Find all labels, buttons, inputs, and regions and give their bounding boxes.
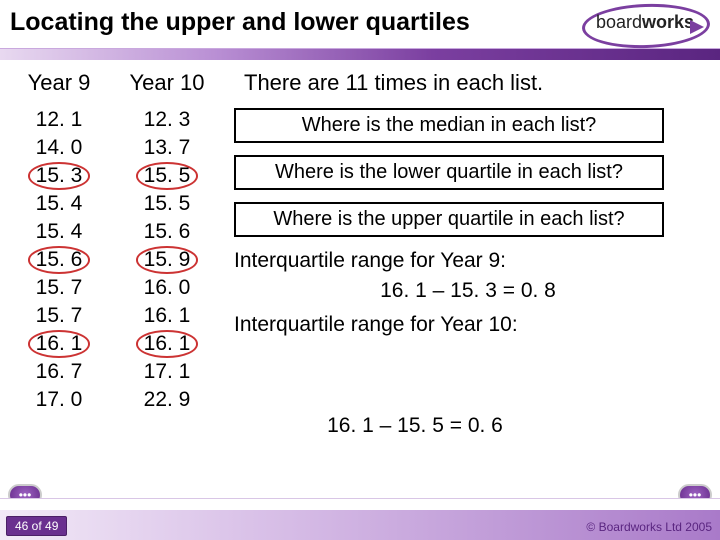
logo-arrow-icon [690,20,704,34]
header: Locating the upper and lower quartiles b… [0,0,720,58]
number-cell: 16. 0 [126,274,208,302]
iqr-year10-equation-wrap: 16. 1 – 15. 5 = 0. 6 [0,414,720,438]
col-head-year10: Year 10 [126,70,208,96]
slide-number: 46 of 49 [6,516,67,536]
columns-header-row: Year 9 Year 10 There are 11 times in eac… [18,70,702,96]
data-row: 12. 114. 015. 315. 415. 415. 615. 715. 7… [18,106,702,414]
number-cell: 12. 3 [126,106,208,134]
copyright: © Boardworks Ltd 2005 [586,520,712,534]
number-cell: 15. 7 [18,274,100,302]
number-cell: 16. 7 [18,358,100,386]
number-cell: 17. 1 [126,358,208,386]
iqr-year10-equation: 16. 1 – 15. 5 = 0. 6 [327,414,503,438]
ringed-value: 16. 1 [28,330,91,358]
ringed-value: 15. 9 [136,246,199,274]
number-cell: 12. 1 [18,106,100,134]
ringed-value: 15. 5 [136,162,199,190]
number-cell: 15. 4 [18,190,100,218]
ringed-value: 16. 1 [136,330,199,358]
logo-text: boardworks [596,12,694,33]
ringed-value: 15. 6 [28,246,91,274]
iqr-year9-equation: 16. 1 – 15. 3 = 0. 8 [234,279,702,303]
footer: 46 of 49 © Boardworks Ltd 2005 [0,498,720,540]
number-cell: 13. 7 [126,134,208,162]
number-cell: 14. 0 [18,134,100,162]
number-cell: 15. 7 [18,302,100,330]
number-cell: 15. 4 [18,218,100,246]
number-cell: 17. 0 [18,386,100,414]
number-cell: 15. 5 [126,190,208,218]
intro-text: There are 11 times in each list. [244,70,543,96]
right-column: Where is the median in each list? Where … [234,106,702,343]
question-box: Where is the upper quartile in each list… [234,202,664,237]
number-column-year9: 12. 114. 015. 315. 415. 415. 615. 715. 7… [18,106,100,414]
logo-text-plain: board [596,12,642,32]
number-cell: 15. 6 [18,246,100,274]
question-box: Where is the lower quartile in each list… [234,155,664,190]
number-cell: 15. 3 [18,162,100,190]
number-cell: 22. 9 [126,386,208,414]
number-cell: 15. 9 [126,246,208,274]
logo: boardworks [582,2,712,52]
iqr-year10-label: Interquartile range for Year 10: [234,313,702,337]
number-cell: 16. 1 [126,302,208,330]
number-column-year10: 12. 313. 715. 515. 515. 615. 916. 016. 1… [126,106,208,414]
col-head-year9: Year 9 [18,70,100,96]
number-cell: 16. 1 [126,330,208,358]
number-cell: 15. 5 [126,162,208,190]
logo-text-bold: works [642,12,694,32]
ringed-value: 15. 3 [28,162,91,190]
question-box: Where is the median in each list? [234,108,664,143]
number-cell: 15. 6 [126,218,208,246]
number-cell: 16. 1 [18,330,100,358]
iqr-year9-label: Interquartile range for Year 9: [234,249,702,273]
